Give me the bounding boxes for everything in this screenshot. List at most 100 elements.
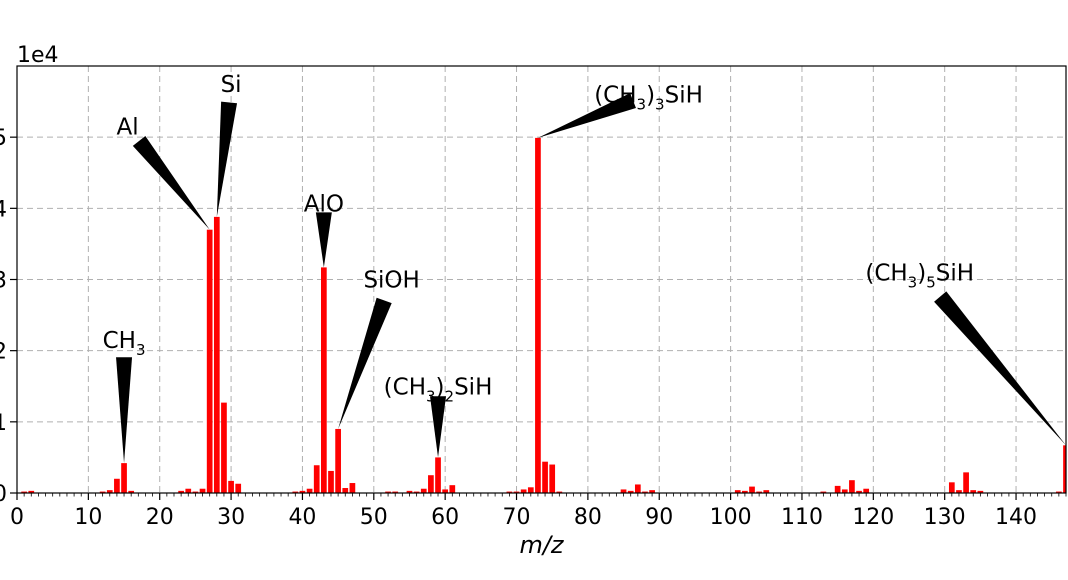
bar xyxy=(556,491,563,493)
bar xyxy=(228,480,234,493)
bar xyxy=(199,488,206,493)
x-tick-label: 130 xyxy=(924,505,966,530)
bar xyxy=(292,491,299,493)
bar xyxy=(413,491,420,493)
x-tick-label: 60 xyxy=(431,505,459,530)
y-tick-label: 1 xyxy=(0,411,7,436)
bar xyxy=(99,491,106,493)
bar xyxy=(948,482,955,493)
y-offset-label: 1e4 xyxy=(17,43,59,68)
x-tick-label: 50 xyxy=(360,505,388,530)
y-tick-label: 4 xyxy=(0,197,7,222)
bar xyxy=(28,490,35,493)
annotation-wedge xyxy=(116,357,133,464)
bar xyxy=(542,461,548,493)
bar xyxy=(335,428,341,493)
annotation-label: SiOH xyxy=(363,268,419,294)
x-tick-label: 120 xyxy=(852,505,894,530)
annotation-label: Al xyxy=(117,114,139,140)
bar xyxy=(213,216,220,493)
annotation-wedge xyxy=(430,396,447,458)
annotation-label: (CH3)5SiH xyxy=(865,260,974,291)
bar xyxy=(306,488,313,493)
annotation-wedge xyxy=(315,212,332,268)
bar xyxy=(185,488,192,493)
bar xyxy=(963,472,969,493)
annotation-label: (CH3)3SiH xyxy=(594,82,703,113)
annotation-wedge xyxy=(338,297,392,429)
bar xyxy=(121,463,127,493)
bar xyxy=(235,483,242,493)
bar xyxy=(178,490,184,493)
bar xyxy=(849,480,855,493)
bar xyxy=(956,490,962,493)
bar xyxy=(428,475,434,493)
y-tick-label: 5 xyxy=(0,126,7,151)
bar xyxy=(406,490,413,493)
bar xyxy=(763,490,770,493)
bar xyxy=(742,490,748,493)
bar xyxy=(856,490,862,493)
bar xyxy=(21,491,27,493)
bar xyxy=(734,490,741,493)
bar xyxy=(320,267,327,493)
bar xyxy=(863,488,870,493)
x-tick-label: 20 xyxy=(146,505,174,530)
bar xyxy=(970,490,977,493)
annotation-wedge xyxy=(216,101,238,217)
bar xyxy=(385,491,391,493)
bar xyxy=(506,491,513,493)
bar xyxy=(820,491,827,493)
ticks: 0 10 20 30 40 50 60 70 80 90 100 110 120 130 140 0 1 2 3 4 5 xyxy=(0,126,1067,530)
x-tick-label: 90 xyxy=(645,505,673,530)
x-tick-label: 80 xyxy=(574,505,602,530)
bar xyxy=(620,489,627,493)
x-tick-label: 0 xyxy=(10,505,24,530)
x-tick-label: 40 xyxy=(288,505,316,530)
bar xyxy=(114,478,120,493)
bar xyxy=(749,486,755,493)
bar xyxy=(642,491,648,493)
annotation-wedge xyxy=(537,93,636,138)
bar xyxy=(328,470,334,493)
bar xyxy=(206,229,213,493)
x-axis-label: m/z xyxy=(519,531,564,559)
x-tick-label: 140 xyxy=(995,505,1037,530)
bar xyxy=(392,491,399,493)
bar xyxy=(535,137,541,493)
bar xyxy=(549,464,556,493)
bar xyxy=(520,489,527,493)
bar xyxy=(834,485,841,493)
x-tick-label: 70 xyxy=(503,505,531,530)
y-tick-label: 3 xyxy=(0,269,7,294)
annotation-label: AlO xyxy=(304,191,344,217)
bar xyxy=(627,490,634,493)
y-tick-label: 0 xyxy=(0,482,7,507)
bars xyxy=(21,137,1066,493)
annotation-label: CH3 xyxy=(103,328,146,359)
bar xyxy=(527,487,534,493)
bar xyxy=(349,483,356,493)
bar xyxy=(1056,491,1062,493)
annotation-wedge xyxy=(132,135,210,230)
x-tick-label: 110 xyxy=(781,505,823,530)
bar xyxy=(435,457,441,493)
bar xyxy=(513,491,520,493)
x-tick-label: 30 xyxy=(217,505,245,530)
annotations: CH3 Al Si AlO SiOH (CH3)2SiH (CH3)3SiH (CH3)5Si… xyxy=(103,72,1066,464)
bar xyxy=(106,490,113,493)
bar xyxy=(313,465,320,493)
bar xyxy=(299,490,306,493)
bar xyxy=(634,484,641,493)
x-tick-label: 100 xyxy=(710,505,752,530)
bar xyxy=(192,491,199,493)
annotation-wedge xyxy=(934,291,1066,446)
grid-lines xyxy=(17,66,1066,493)
bar xyxy=(1063,445,1066,493)
bar xyxy=(449,485,456,493)
bar xyxy=(342,488,349,493)
bar xyxy=(977,490,984,493)
x-tick-label: 10 xyxy=(74,505,102,530)
bar xyxy=(221,402,227,493)
